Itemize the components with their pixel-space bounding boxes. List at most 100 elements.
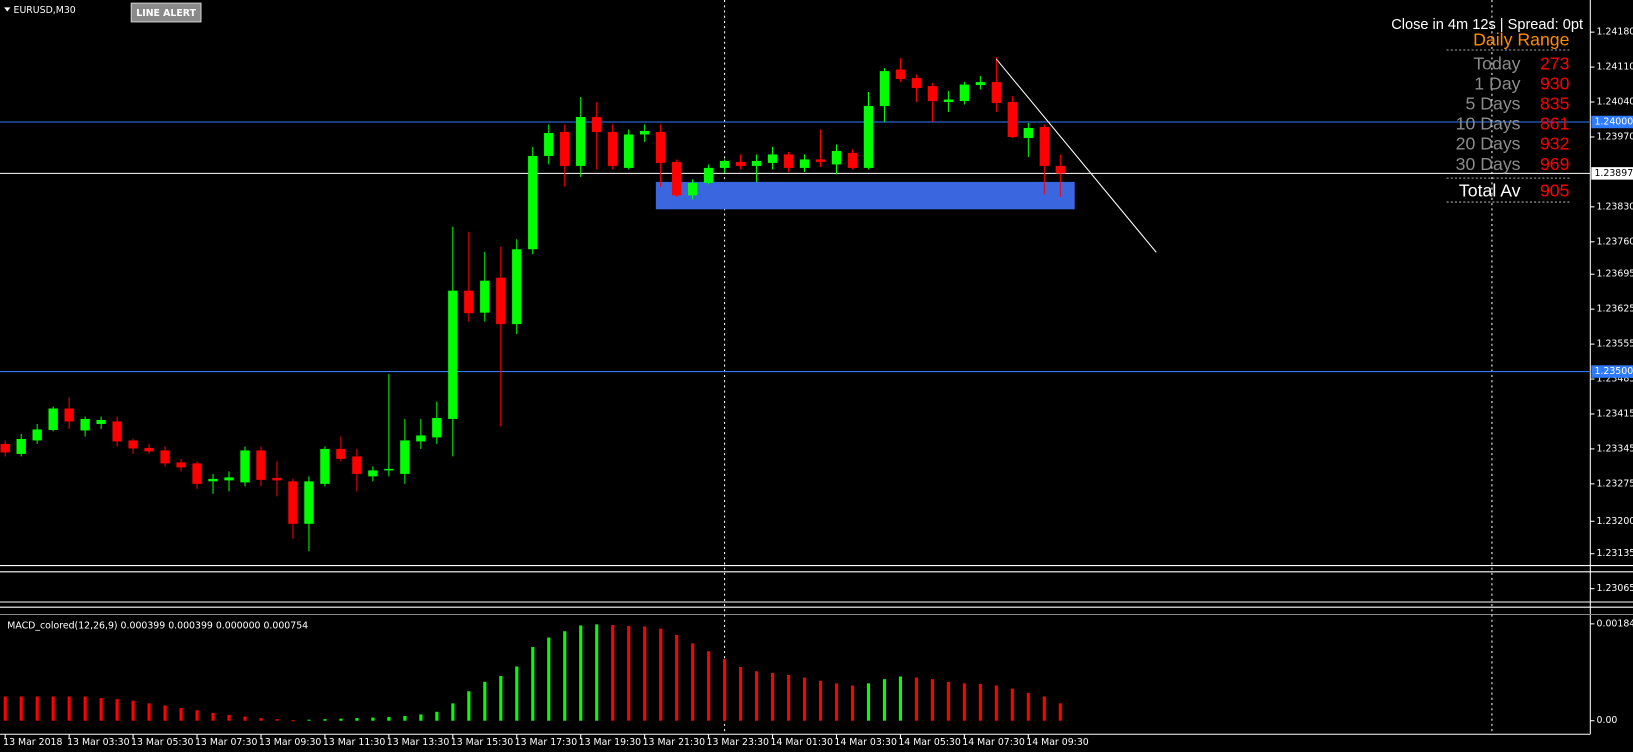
button-label[interactable]: LINE ALERT xyxy=(136,8,196,19)
x-tick-label: 13 Mar 2018 xyxy=(3,737,62,748)
candle-body xyxy=(703,167,714,183)
candle-body xyxy=(959,84,970,102)
histogram-bar xyxy=(834,683,839,721)
row-label: 5 Days xyxy=(1465,93,1520,113)
candle-body xyxy=(512,249,522,325)
histogram-bar xyxy=(83,696,87,721)
candle-body xyxy=(384,468,394,471)
candle-body xyxy=(128,440,138,449)
candle-body xyxy=(112,421,122,442)
y-tick-label: 1.23135 xyxy=(1597,548,1633,559)
button-bg[interactable] xyxy=(130,2,202,23)
histogram-bar xyxy=(291,720,295,722)
candle-body xyxy=(80,418,90,431)
y-tick-label: 1.23760 xyxy=(1597,236,1633,247)
candle-body xyxy=(256,450,266,480)
candle-body xyxy=(400,440,410,474)
histogram-bar xyxy=(339,718,343,721)
histogram-bar xyxy=(866,683,871,721)
histogram-bar xyxy=(307,719,311,721)
histogram-bar xyxy=(882,679,887,721)
candle-body xyxy=(1039,126,1050,166)
histogram-bar xyxy=(946,681,950,721)
histogram-bar xyxy=(499,675,503,721)
y-tick-label: 1.23345 xyxy=(1597,443,1633,454)
x-tick-label: 14 Mar 09:30 xyxy=(1026,737,1089,748)
candle-body xyxy=(16,438,26,454)
histogram-bar xyxy=(1010,688,1014,721)
candle-body xyxy=(96,419,106,424)
histogram-bar xyxy=(515,666,519,721)
candle-body xyxy=(432,417,442,438)
candle-body xyxy=(144,447,154,452)
histogram-bar xyxy=(643,626,647,721)
candle-body xyxy=(687,182,698,196)
y-tick-label: 1.23830 xyxy=(1597,201,1633,212)
histogram-bar xyxy=(227,714,231,721)
price-tag-label: 1.23897 xyxy=(1594,168,1633,179)
candle-body xyxy=(272,477,282,481)
histogram-bar xyxy=(275,719,279,721)
histogram-bar xyxy=(259,718,263,721)
candle-body xyxy=(320,448,330,484)
candle-body xyxy=(1007,102,1018,137)
histogram-bar xyxy=(1058,703,1062,721)
histogram-bar xyxy=(403,715,407,721)
x-tick-label: 13 Mar 13:30 xyxy=(387,737,450,748)
x-tick-label: 13 Mar 23:30 xyxy=(707,737,770,748)
row-value: 835 xyxy=(1540,93,1570,113)
candle-body xyxy=(815,159,826,162)
histogram-bar xyxy=(467,691,471,721)
x-tick-label: 13 Mar 07:30 xyxy=(195,737,258,748)
row-label: 1 Day xyxy=(1474,73,1520,93)
candle-body xyxy=(336,448,346,459)
row-label: 30 Days xyxy=(1456,154,1521,174)
histogram-bar xyxy=(179,708,183,721)
candle-body xyxy=(240,450,250,483)
y-tick-label: 1.23415 xyxy=(1597,408,1633,419)
x-tick-label: 14 Mar 03:30 xyxy=(834,737,897,748)
row-label: Today xyxy=(1473,53,1520,73)
histogram-bar xyxy=(1042,696,1046,721)
candle-body xyxy=(576,117,586,166)
histogram-bar xyxy=(755,671,759,721)
candle-body xyxy=(496,277,506,325)
candle-body xyxy=(751,160,762,166)
histogram-bar xyxy=(627,625,631,721)
y-tick-label: 1.23485 xyxy=(1597,374,1633,385)
x-tick-label: 13 Mar 19:30 xyxy=(579,737,642,748)
trendline xyxy=(995,58,1157,253)
candle-body xyxy=(1023,127,1034,138)
menu-arrow[interactable] xyxy=(4,7,11,12)
histogram-bar xyxy=(451,703,455,721)
y-tick-label: 0.00 xyxy=(1597,715,1618,726)
candle-body xyxy=(448,290,458,419)
candle-body xyxy=(224,477,234,481)
candle-body xyxy=(927,86,938,102)
histogram-bar xyxy=(115,699,119,721)
candle-body xyxy=(48,408,58,430)
candle-body xyxy=(64,408,74,422)
candle-body xyxy=(671,161,682,196)
histogram-bar xyxy=(67,696,71,721)
histogram-bar xyxy=(770,672,775,721)
price-tag xyxy=(1591,365,1633,378)
row-value: 930 xyxy=(1540,73,1570,93)
histogram-bar xyxy=(387,717,391,721)
candle-body xyxy=(176,462,186,468)
candle-body xyxy=(192,463,202,484)
histogram-bar xyxy=(802,677,807,721)
price-tag xyxy=(1591,167,1633,180)
histogram-bar xyxy=(323,719,327,721)
row-value: 932 xyxy=(1540,134,1570,154)
histogram-bar xyxy=(131,700,135,721)
candle-body xyxy=(991,82,1002,104)
line-alert-button[interactable]: LINE ALERT xyxy=(130,2,202,23)
y-tick-label: 1.23200 xyxy=(1597,516,1633,527)
histogram-bar xyxy=(898,676,903,721)
candle-body xyxy=(608,131,618,166)
histogram-bar xyxy=(35,696,39,721)
